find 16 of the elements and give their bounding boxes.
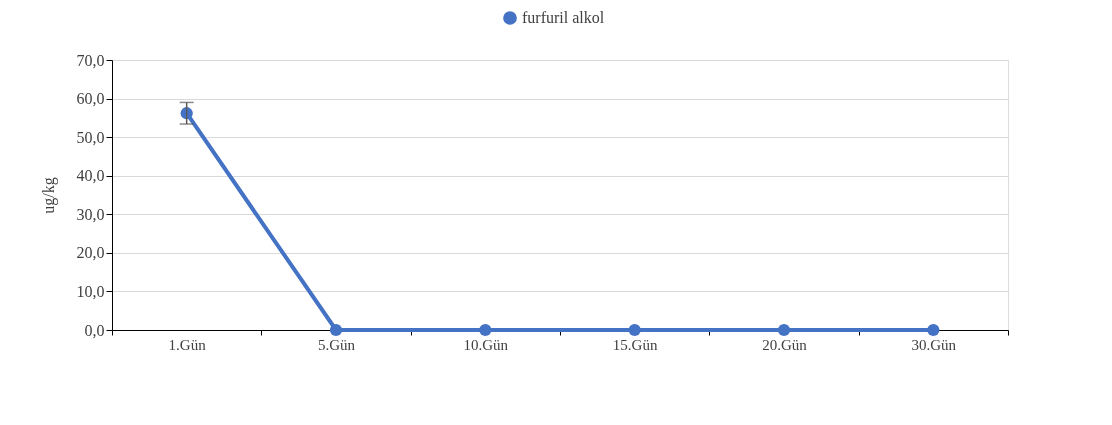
y-tick-label: 30,0 [76,205,105,223]
y-tick-label: 50,0 [76,128,105,146]
x-tick-label: 20.Gün [762,336,808,353]
x-tick-label: 30.Gün [911,336,957,353]
x-tick-label: 10.Gün [463,336,509,353]
y-tick-label: 0,0 [84,321,105,339]
y-tick-label: 60,0 [76,90,105,108]
x-tick-label: 5.Gün [317,336,356,353]
y-tick-label: 20,0 [76,244,105,262]
y-tick-label: 40,0 [76,167,105,185]
legend-label: furfuril alkol [522,9,605,26]
y-tick-label: 70,0 [76,51,105,69]
y-axis-title: ug/kg [39,177,58,214]
y-tick-label: 10,0 [76,282,105,300]
x-tick-label: 1.Gün [168,336,207,353]
x-tick-label: 15.Gün [612,336,658,353]
